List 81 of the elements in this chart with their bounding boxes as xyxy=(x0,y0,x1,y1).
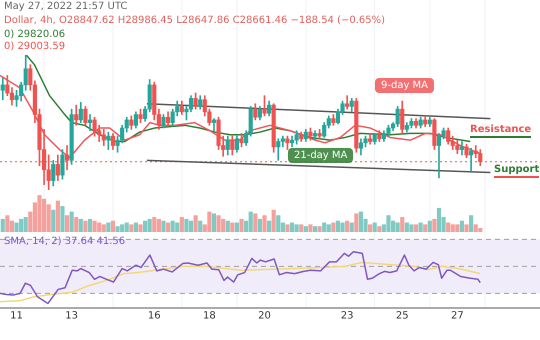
annotation: Support xyxy=(494,164,540,178)
bar xyxy=(230,222,234,232)
bar xyxy=(460,220,464,232)
bar xyxy=(432,218,436,232)
bar xyxy=(377,226,382,232)
bar xyxy=(74,217,78,232)
bar xyxy=(267,220,272,232)
bar xyxy=(14,222,19,232)
bar xyxy=(436,208,442,232)
bar xyxy=(423,224,428,232)
bar xyxy=(272,210,276,232)
bar xyxy=(368,224,372,232)
x-tick-label: 20 xyxy=(258,310,271,322)
bar xyxy=(258,218,262,232)
bar xyxy=(372,222,377,232)
bar xyxy=(138,224,143,232)
bar xyxy=(56,200,60,232)
bar xyxy=(216,215,221,232)
bar xyxy=(37,195,42,232)
bar xyxy=(331,222,336,232)
x-tick-label: 23 xyxy=(340,310,354,322)
annotation: Resistance xyxy=(470,124,532,138)
series-label: 21-day MA xyxy=(288,148,354,163)
bar xyxy=(409,224,414,232)
bar xyxy=(83,220,88,232)
bar xyxy=(212,213,216,232)
bar xyxy=(340,222,345,232)
bar xyxy=(312,226,318,232)
x-tick-label: 13 xyxy=(65,310,78,322)
text: 0) 29003.59 xyxy=(4,41,66,52)
bar xyxy=(115,226,120,232)
text: 0) 29820.06 xyxy=(4,29,66,40)
bar xyxy=(51,210,56,232)
bar xyxy=(354,213,358,232)
bar xyxy=(469,215,474,232)
bar xyxy=(134,222,138,232)
bar xyxy=(64,215,70,232)
bar xyxy=(304,226,308,232)
bar xyxy=(184,218,189,232)
bar xyxy=(299,224,304,232)
bar xyxy=(188,220,194,232)
bar xyxy=(180,217,184,232)
bar xyxy=(194,215,198,232)
bar xyxy=(78,218,83,232)
bar xyxy=(350,222,354,232)
bar xyxy=(428,220,432,232)
bar xyxy=(308,224,312,232)
bar xyxy=(166,222,170,232)
x-tick-label: 27 xyxy=(450,310,464,322)
bar xyxy=(290,222,294,232)
x-tick-label: 25 xyxy=(396,310,409,322)
bar xyxy=(0,218,5,232)
bar xyxy=(198,220,202,232)
x-tick-label: 18 xyxy=(203,310,216,322)
bar xyxy=(414,224,418,232)
x-tick-label: 11 xyxy=(10,310,23,322)
text: SMA, 14, 2) 37.64 41.56 xyxy=(4,236,126,247)
bar xyxy=(400,217,404,232)
bar xyxy=(345,220,350,232)
bar xyxy=(88,218,92,232)
text: Dollar, 4h, O28847.62 H28986.45 L28647.86 C28661.46 −188.54 (−0.65%) xyxy=(4,15,386,26)
bar xyxy=(253,213,258,232)
bar xyxy=(262,215,267,232)
bar xyxy=(226,220,230,232)
bar xyxy=(386,215,391,232)
bar xyxy=(106,222,110,232)
x-tick-label: 16 xyxy=(148,310,161,322)
bar xyxy=(60,206,65,232)
text: May 27, 2022 21:57 UTC xyxy=(4,1,128,12)
bar xyxy=(161,220,166,232)
text: 9-day MA xyxy=(375,78,434,93)
bar xyxy=(464,224,469,232)
bar xyxy=(285,224,290,232)
bar xyxy=(239,218,244,232)
bar xyxy=(70,212,74,232)
bar xyxy=(336,220,340,232)
bar xyxy=(110,220,116,232)
bar xyxy=(234,222,240,232)
bar xyxy=(318,226,322,232)
bar xyxy=(129,224,134,232)
bar xyxy=(418,222,423,232)
